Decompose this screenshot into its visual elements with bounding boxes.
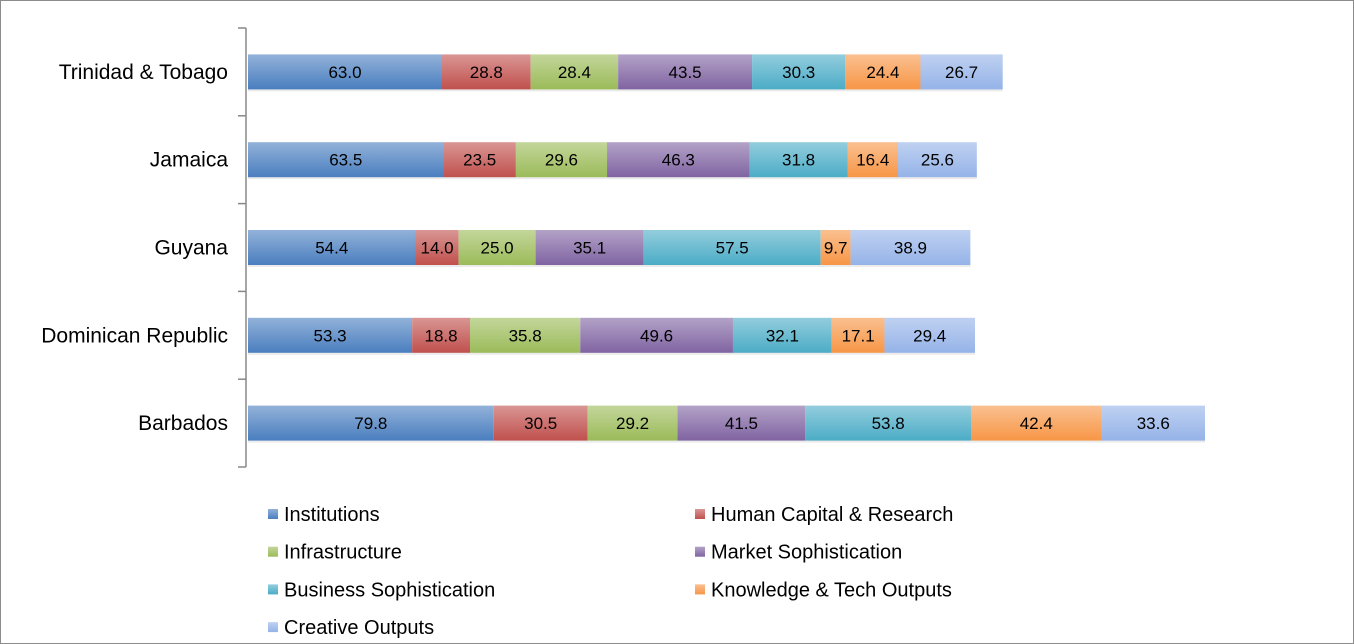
legend-swatch bbox=[695, 546, 705, 557]
data-label: 30.3 bbox=[782, 63, 815, 82]
category-label: Guyana bbox=[154, 237, 228, 260]
bar-segment bbox=[515, 142, 608, 178]
legend-swatch bbox=[268, 622, 278, 633]
category-label: Jamaica bbox=[150, 149, 229, 172]
data-label: 53.3 bbox=[314, 326, 347, 345]
bar-segment bbox=[470, 317, 581, 353]
bar-segment bbox=[458, 230, 536, 265]
data-label: 25.0 bbox=[481, 239, 514, 258]
data-label: 9.7 bbox=[824, 239, 848, 258]
bar-segment bbox=[920, 54, 1003, 90]
bar-segment bbox=[805, 405, 971, 441]
bar-segment bbox=[587, 405, 678, 441]
bar-segment bbox=[248, 405, 494, 441]
category-label: Barbados bbox=[138, 412, 228, 435]
data-label: 24.4 bbox=[866, 63, 899, 82]
data-label: 26.7 bbox=[945, 63, 978, 82]
legend-swatch bbox=[695, 584, 705, 595]
bar-segment bbox=[677, 405, 806, 441]
category-label: Dominican Republic bbox=[41, 324, 228, 347]
data-label: 38.9 bbox=[894, 239, 927, 258]
bar-shadow bbox=[248, 89, 1003, 92]
data-label: 29.2 bbox=[616, 414, 649, 433]
bar-segment bbox=[441, 54, 531, 90]
bar-segment bbox=[248, 230, 416, 265]
data-label: 32.1 bbox=[766, 326, 799, 345]
data-label: 46.3 bbox=[662, 151, 695, 170]
bar-segment bbox=[607, 142, 750, 178]
bar-shadow bbox=[248, 177, 977, 180]
bar-segment bbox=[580, 317, 733, 353]
bar-segment bbox=[643, 230, 821, 265]
bar-segment bbox=[415, 230, 459, 265]
data-label: 35.8 bbox=[509, 326, 542, 345]
legend-label: Human Capital & Research bbox=[711, 504, 953, 526]
bar-segment bbox=[493, 405, 588, 441]
bar-segment bbox=[535, 230, 644, 265]
data-label: 28.8 bbox=[470, 63, 503, 82]
data-label: 43.5 bbox=[669, 63, 702, 82]
bar-segment bbox=[443, 142, 516, 178]
bar-segment bbox=[970, 405, 1102, 441]
data-label: 63.0 bbox=[328, 63, 361, 82]
bar-segment bbox=[749, 142, 848, 178]
bar-segment bbox=[732, 317, 832, 353]
data-label: 79.8 bbox=[354, 414, 387, 433]
bar-shadow bbox=[248, 352, 975, 355]
data-label: 30.5 bbox=[524, 414, 557, 433]
legend-label: Market Sophistication bbox=[711, 542, 902, 564]
bar-segment bbox=[820, 230, 851, 265]
bar-segment bbox=[248, 54, 442, 90]
data-label: 25.6 bbox=[921, 151, 954, 170]
bar-segment bbox=[412, 317, 471, 353]
data-label: 57.5 bbox=[716, 239, 749, 258]
legend-label: Creative Outputs bbox=[284, 617, 434, 639]
bar-segment bbox=[884, 317, 975, 353]
legend-swatch bbox=[268, 546, 278, 557]
legend-label: Business Sophistication bbox=[284, 579, 495, 601]
legend-label: Institutions bbox=[284, 504, 380, 526]
data-label: 41.5 bbox=[725, 414, 758, 433]
data-label: 29.6 bbox=[545, 151, 578, 170]
legend-swatch bbox=[695, 509, 705, 519]
bar-segment bbox=[618, 54, 753, 90]
bar-segment bbox=[248, 142, 444, 178]
bar-shadow bbox=[248, 440, 1205, 443]
data-label: 42.4 bbox=[1020, 414, 1053, 433]
legend-swatch bbox=[268, 584, 278, 595]
legend-swatch bbox=[268, 509, 278, 519]
data-label: 53.8 bbox=[872, 414, 905, 433]
data-label: 28.4 bbox=[558, 63, 591, 82]
data-label: 63.5 bbox=[329, 151, 362, 170]
data-label: 17.1 bbox=[842, 326, 875, 345]
bar-segment bbox=[898, 142, 977, 178]
legend-label: Knowledge & Tech Outputs bbox=[711, 579, 952, 601]
bar-segment bbox=[847, 142, 899, 178]
bar-segment bbox=[845, 54, 921, 90]
data-label: 18.8 bbox=[425, 326, 458, 345]
data-label: 35.1 bbox=[573, 239, 606, 258]
legend-label: Infrastructure bbox=[284, 542, 402, 564]
data-label: 23.5 bbox=[463, 151, 496, 170]
data-label: 49.6 bbox=[640, 326, 673, 345]
bar-segment bbox=[850, 230, 971, 265]
category-label: Trinidad & Tobago bbox=[59, 61, 228, 84]
bar-shadow bbox=[248, 265, 971, 267]
data-label: 31.8 bbox=[782, 151, 815, 170]
data-label: 29.4 bbox=[913, 326, 946, 345]
data-label: 16.4 bbox=[856, 151, 889, 170]
bar-segment bbox=[1101, 405, 1205, 441]
data-label: 54.4 bbox=[315, 239, 348, 258]
bar-segment bbox=[248, 317, 413, 353]
bar-segment bbox=[831, 317, 885, 353]
bar-segment bbox=[752, 54, 846, 90]
bar-segment bbox=[530, 54, 619, 90]
data-label: 14.0 bbox=[421, 239, 454, 258]
data-label: 33.6 bbox=[1137, 414, 1170, 433]
